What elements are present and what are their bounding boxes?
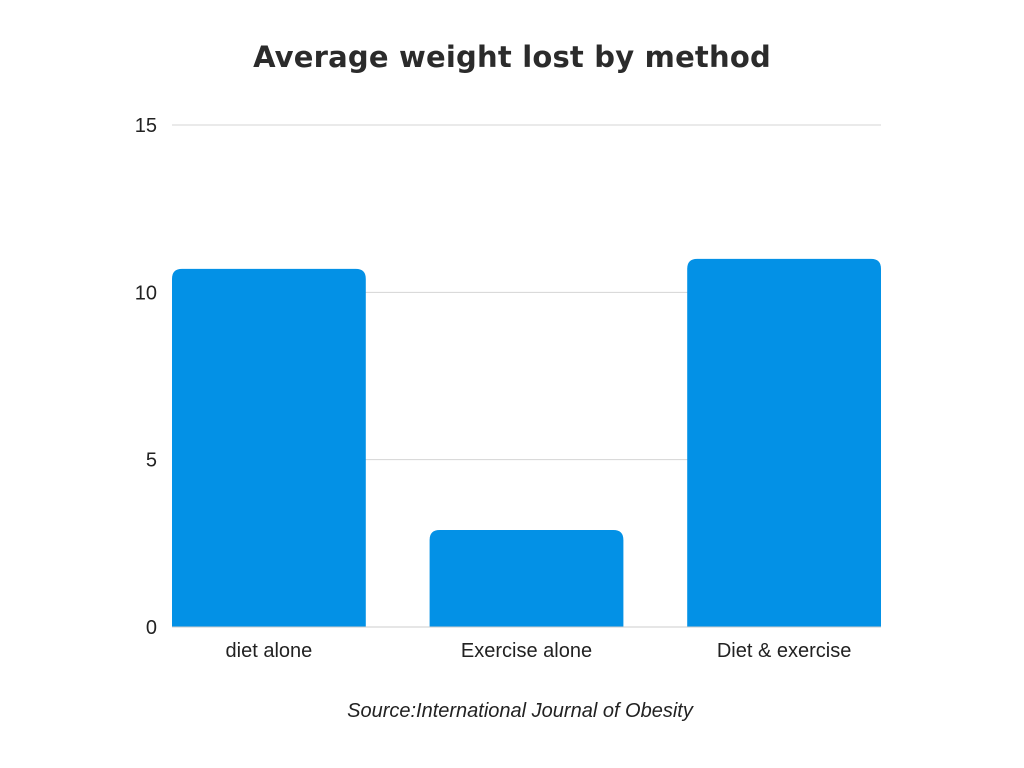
source-note: Source:International Journal of Obesity [347,700,693,722]
y-tick-label: 0 [146,617,157,639]
bar [172,268,366,627]
y-tick-label: 5 [146,450,157,472]
x-tick-label: Exercise alone [461,640,592,662]
bar [687,258,881,627]
y-tick-label: 15 [135,115,157,137]
x-tick-label: diet alone [226,640,313,662]
axes: 0 5 10 15 diet alone Exercise alone Diet & exe… [135,115,881,662]
y-tick-label: 10 [135,282,157,304]
x-tick-label: Diet & exercise [717,640,852,662]
bars [172,258,881,627]
chart-title: Average weight lost by method [253,40,771,74]
bar [429,529,624,627]
